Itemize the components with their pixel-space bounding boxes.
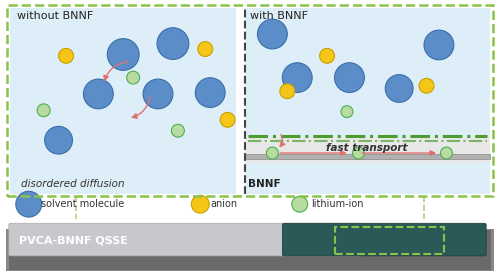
Ellipse shape bbox=[440, 147, 452, 159]
Text: fast transport: fast transport bbox=[326, 144, 407, 153]
Bar bbox=[6, 229, 494, 271]
Ellipse shape bbox=[220, 112, 235, 127]
Bar bbox=[334, 227, 444, 254]
Ellipse shape bbox=[172, 124, 184, 137]
Ellipse shape bbox=[143, 79, 173, 109]
Ellipse shape bbox=[292, 196, 308, 212]
Text: solvent molecule: solvent molecule bbox=[41, 199, 124, 209]
Text: lithium-ion: lithium-ion bbox=[310, 199, 363, 209]
Ellipse shape bbox=[108, 39, 139, 70]
Ellipse shape bbox=[334, 63, 364, 92]
Ellipse shape bbox=[192, 195, 209, 213]
Ellipse shape bbox=[424, 30, 454, 60]
Bar bbox=[245, 137, 490, 163]
Text: PVCA-BNNF QSSE: PVCA-BNNF QSSE bbox=[19, 235, 128, 245]
Bar bbox=[10, 8, 236, 194]
Bar bbox=[9, 230, 491, 270]
Ellipse shape bbox=[196, 78, 225, 108]
Text: BNNF: BNNF bbox=[248, 179, 280, 189]
Ellipse shape bbox=[266, 147, 278, 159]
Ellipse shape bbox=[58, 48, 74, 63]
Ellipse shape bbox=[385, 75, 413, 102]
FancyBboxPatch shape bbox=[9, 223, 362, 256]
Ellipse shape bbox=[341, 106, 353, 118]
Ellipse shape bbox=[126, 71, 140, 84]
Text: without BNNF: without BNNF bbox=[18, 11, 94, 21]
FancyBboxPatch shape bbox=[282, 223, 486, 256]
Ellipse shape bbox=[352, 147, 364, 159]
Ellipse shape bbox=[198, 42, 212, 56]
Text: disordered diffusion: disordered diffusion bbox=[22, 179, 125, 189]
Ellipse shape bbox=[84, 79, 114, 109]
Ellipse shape bbox=[280, 84, 295, 99]
Ellipse shape bbox=[419, 78, 434, 93]
Text: with BNNF: with BNNF bbox=[250, 11, 308, 21]
Text: anion: anion bbox=[210, 199, 238, 209]
Ellipse shape bbox=[258, 19, 288, 49]
Bar bbox=[8, 6, 492, 196]
Ellipse shape bbox=[282, 63, 312, 92]
Bar bbox=[245, 154, 490, 159]
Ellipse shape bbox=[320, 48, 334, 63]
Ellipse shape bbox=[157, 28, 189, 59]
Ellipse shape bbox=[16, 191, 42, 217]
Bar bbox=[245, 8, 490, 194]
Ellipse shape bbox=[37, 104, 50, 117]
Ellipse shape bbox=[44, 126, 72, 154]
